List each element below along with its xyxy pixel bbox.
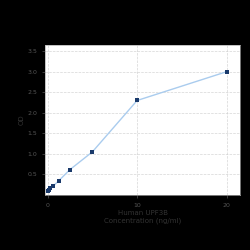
Point	[46, 189, 50, 193]
Point	[135, 98, 139, 102]
Point	[57, 178, 61, 182]
Point	[47, 188, 51, 192]
X-axis label: Human UPF3B
Concentration (ng/ml): Human UPF3B Concentration (ng/ml)	[104, 210, 181, 224]
Point	[90, 150, 94, 154]
Point	[224, 70, 228, 74]
Point	[48, 186, 52, 190]
Point	[51, 184, 55, 188]
Y-axis label: OD: OD	[19, 115, 25, 125]
Point	[68, 168, 72, 172]
